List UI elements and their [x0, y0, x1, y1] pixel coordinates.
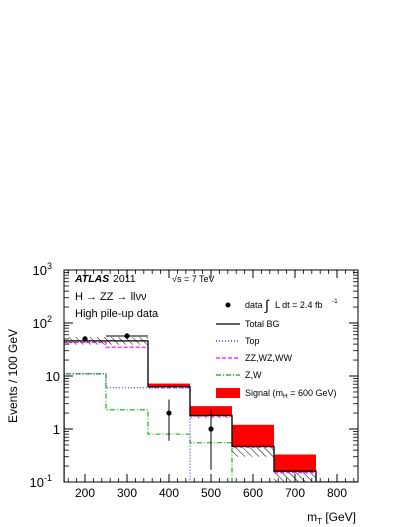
legend-diboson-label: ZZ,WZ,WW: [245, 353, 292, 363]
y-tick-label: 103: [33, 261, 52, 278]
x-tick-label: 400: [159, 486, 179, 500]
legend-integral-sign: ∫: [264, 297, 270, 313]
data-point: [208, 426, 214, 432]
x-tick-label: 800: [327, 486, 347, 500]
legend-lumi-exp: -1: [332, 298, 338, 305]
legend-signal-box: [216, 388, 240, 398]
subtitle: High pile-up data: [75, 308, 159, 320]
y-tick-label: 102: [33, 314, 52, 331]
data-point: [166, 410, 172, 416]
legend: data ∫ L dt = 2.4 fb -1 Total BG Top ZZ,…: [216, 297, 338, 400]
signal-bar: [274, 454, 316, 472]
year-label: 2011: [113, 273, 136, 285]
y-tick-label: 10: [46, 369, 60, 384]
atlas-label: ATLAS: [74, 273, 109, 285]
x-tick-label: 700: [285, 486, 305, 500]
legend-top-label: Top: [245, 336, 260, 346]
data-point: [124, 333, 130, 339]
energy-label: √s = 7 TeV: [172, 274, 215, 284]
legend-data-label: data: [245, 300, 263, 310]
process-label: H → ZZ → llνν: [75, 291, 147, 303]
x-axis-label: mT [GeV]: [307, 510, 356, 526]
y-axis-label: Events / 100 GeV: [6, 329, 20, 423]
x-tick-label: 500: [201, 486, 221, 500]
y-tick-label: 1: [53, 422, 60, 437]
legend-zw-label: Z,W: [245, 370, 262, 380]
signal-bar: [148, 383, 190, 387]
data-point: [82, 336, 88, 342]
x-tick-label: 600: [243, 486, 263, 500]
x-tick-label: 200: [75, 486, 95, 500]
signal-bar: [232, 424, 274, 447]
legend-signal-label: Signal (mH = 600 GeV): [245, 388, 337, 400]
x-tick-label: 300: [117, 486, 137, 500]
legend-totalbg-label: Total BG: [245, 319, 280, 329]
y-tick-label: 10-1: [30, 473, 52, 490]
legend-lumi: L dt = 2.4 fb: [275, 300, 322, 310]
legend-data-marker: [225, 302, 231, 308]
